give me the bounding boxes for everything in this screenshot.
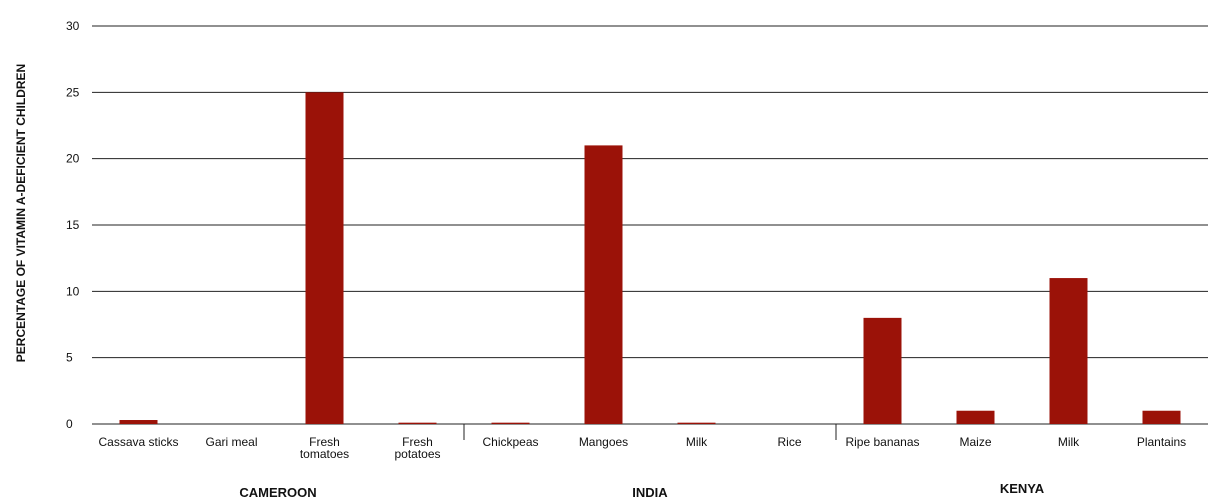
y-axis-ticks: 0 5 10 15 20 25 30 — [66, 19, 80, 431]
y-tick-label: 0 — [66, 417, 73, 431]
bar — [398, 422, 437, 424]
group-label: KENYA — [1000, 481, 1045, 496]
group-label: INDIA — [632, 485, 668, 500]
bar — [491, 422, 530, 424]
bar — [1142, 410, 1181, 424]
y-axis-title: PERCENTAGE OF VITAMIN A-DEFICIENT CHILDR… — [14, 64, 28, 362]
category-label: Maize — [959, 435, 991, 449]
y-tick-label: 20 — [66, 152, 80, 166]
bar — [584, 145, 623, 424]
bar — [119, 420, 158, 424]
category-label: Cassava sticks — [98, 435, 178, 449]
bar — [1049, 278, 1088, 424]
gridlines — [92, 25, 1208, 425]
category-label: Milk — [1058, 435, 1080, 449]
category-label: Chickpeas — [482, 435, 538, 449]
category-label: Rice — [777, 435, 801, 449]
y-tick-label: 15 — [66, 218, 80, 232]
category-label: Milk — [686, 435, 708, 449]
category-label: Mangoes — [579, 435, 628, 449]
y-tick-label: 30 — [66, 19, 80, 33]
group-labels: CAMEROON INDIA KENYA — [239, 424, 1045, 500]
category-labels: Cassava sticks Gari meal Fresh tomatoes Fres… — [98, 435, 1186, 461]
category-label: Ripe bananas — [845, 435, 919, 449]
category-label: Plantains — [1137, 435, 1186, 449]
bar — [956, 410, 995, 424]
bar — [863, 317, 902, 424]
group-label: CAMEROON — [239, 485, 316, 500]
category-label: Fresh tomatoes — [300, 435, 349, 461]
bar — [305, 92, 344, 424]
bar — [677, 422, 716, 424]
bars — [119, 92, 1181, 424]
y-tick-label: 10 — [66, 284, 80, 298]
y-tick-label: 25 — [66, 85, 80, 99]
y-tick-label: 5 — [66, 351, 73, 365]
category-label: Gari meal — [205, 435, 257, 449]
category-label: Fresh potatoes — [394, 435, 440, 461]
